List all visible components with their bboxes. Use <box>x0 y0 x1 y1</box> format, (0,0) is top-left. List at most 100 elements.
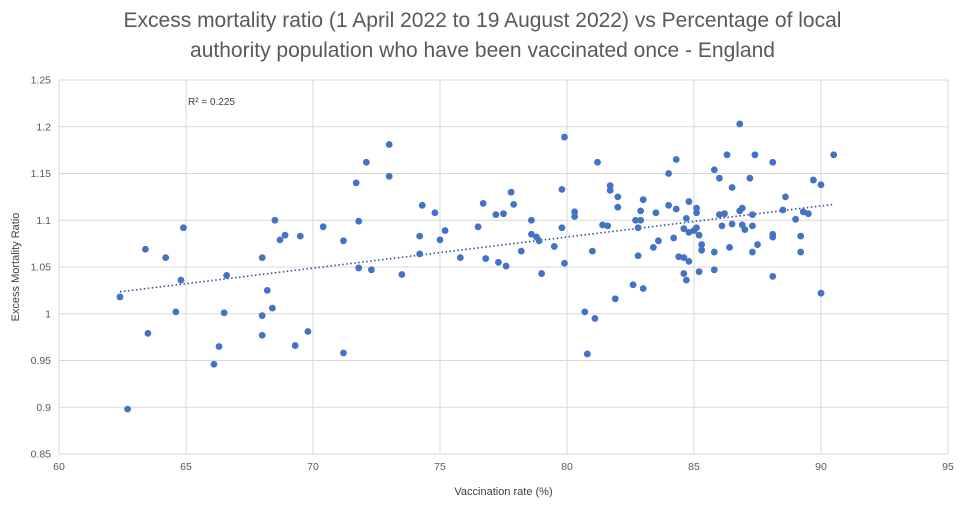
data-point <box>693 224 700 232</box>
data-point <box>172 308 180 316</box>
data-point <box>634 252 642 260</box>
data-point <box>479 200 487 207</box>
data-point <box>746 174 754 182</box>
data-point <box>726 243 733 251</box>
data-point <box>355 264 363 272</box>
data-point <box>741 226 749 234</box>
data-point <box>362 158 370 166</box>
data-point <box>558 224 566 232</box>
data-point <box>482 255 490 262</box>
data-point <box>589 247 596 255</box>
data-point <box>634 224 642 232</box>
data-point <box>223 272 231 279</box>
data-point <box>632 216 639 224</box>
data-point <box>510 200 518 208</box>
data-point <box>817 181 825 189</box>
data-point <box>680 225 688 233</box>
data-point <box>441 227 449 234</box>
data-point <box>736 120 744 128</box>
data-point <box>571 208 579 216</box>
data-point <box>258 331 266 339</box>
data-point <box>583 350 591 358</box>
data-point <box>561 133 568 141</box>
data-point <box>385 141 393 148</box>
data-point <box>749 211 756 219</box>
y-tick-label: 1.1 <box>36 215 51 227</box>
data-point <box>749 222 756 230</box>
x-tick-label: 65 <box>180 461 192 473</box>
data-point <box>672 205 680 213</box>
data-point <box>291 342 299 349</box>
data-point <box>614 193 622 201</box>
data-point <box>629 281 637 289</box>
data-point <box>792 215 799 223</box>
x-axis-ticks: 60 65 70 75 80 85 90 95 <box>53 461 954 473</box>
data-point <box>258 254 266 262</box>
data-point <box>639 196 647 204</box>
data-point <box>162 254 170 262</box>
data-point <box>502 262 510 270</box>
data-point <box>599 221 606 229</box>
data-point <box>352 179 360 187</box>
data-point <box>141 245 149 253</box>
y-tick-label: 1.2 <box>36 121 51 133</box>
y-tick-label: 1.25 <box>31 75 52 87</box>
data-point <box>682 276 690 284</box>
data-point <box>782 193 789 201</box>
data-point <box>728 220 736 228</box>
chart-title-line-1: Excess mortality ratio (1 April 2022 to … <box>123 9 842 32</box>
data-point <box>416 232 424 240</box>
y-tick-label: 0.9 <box>36 402 51 414</box>
x-tick-label: 75 <box>434 461 446 473</box>
data-point <box>721 210 728 218</box>
data-point <box>517 247 525 255</box>
data-point <box>665 170 672 177</box>
data-point <box>797 232 805 240</box>
data-point <box>637 216 645 224</box>
data-point <box>220 309 228 317</box>
data-point <box>436 236 444 244</box>
data-point <box>751 151 759 159</box>
data-point <box>716 174 723 182</box>
data-point <box>655 237 662 245</box>
y-axis-label: Excess Mortality Ratio <box>10 213 22 322</box>
data-point <box>809 176 817 184</box>
data-point <box>304 328 312 335</box>
data-point <box>680 270 688 277</box>
data-point <box>571 213 579 220</box>
data-point <box>693 204 700 212</box>
data-point <box>738 204 746 212</box>
data-point <box>693 209 700 217</box>
data-point <box>210 360 218 368</box>
data-point <box>769 233 777 241</box>
data-point <box>456 254 464 262</box>
plot-area-border <box>58 79 949 455</box>
data-point <box>271 216 279 224</box>
data-point <box>495 258 502 266</box>
data-point <box>680 254 688 262</box>
data-point <box>606 182 614 190</box>
data-point <box>749 248 756 256</box>
data-point <box>675 253 683 261</box>
y-tick-label: 1.15 <box>31 168 52 180</box>
data-point <box>263 286 271 294</box>
data-point <box>797 248 805 256</box>
data-point <box>535 237 543 245</box>
data-point <box>672 156 680 163</box>
y-tick-label: 1 <box>45 308 51 320</box>
data-point <box>538 270 545 277</box>
data-point <box>817 289 825 297</box>
data-point <box>431 209 439 217</box>
data-point <box>116 293 124 301</box>
data-point <box>716 211 723 219</box>
data-point <box>649 243 657 251</box>
data-point <box>695 268 703 276</box>
data-point <box>670 234 678 242</box>
data-point <box>698 246 706 254</box>
x-tick-label: 95 <box>942 461 954 473</box>
data-point <box>258 312 266 320</box>
data-point <box>804 210 812 218</box>
data-point <box>507 188 515 196</box>
data-point <box>685 198 693 205</box>
